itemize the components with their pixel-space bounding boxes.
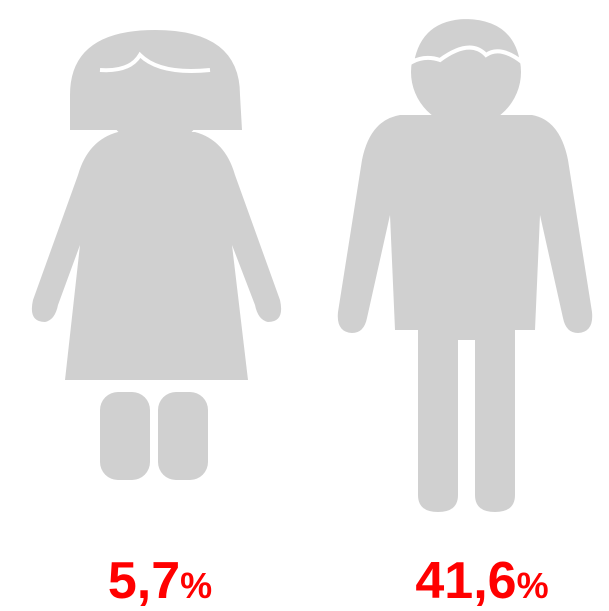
girl-figure bbox=[31, 30, 282, 480]
girl-percentage: 5,7% bbox=[108, 552, 212, 610]
boy-figure bbox=[337, 14, 593, 512]
percentage-value: 41,6 bbox=[415, 552, 516, 610]
percentage-value: 5,7 bbox=[108, 552, 180, 610]
percentage-unit: % bbox=[180, 565, 212, 606]
boy-percentage: 41,6% bbox=[415, 552, 548, 610]
percentage-unit: % bbox=[517, 565, 549, 606]
